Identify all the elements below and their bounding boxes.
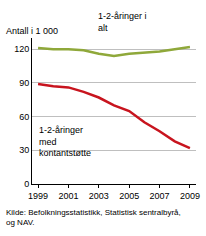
svg-text:2009: 2009 [180, 191, 200, 201]
svg-text:Kilde: Befolkningsstatistikk,: Kilde: Befolkningsstatistikk, Statistisk… [6, 208, 181, 227]
svg-text:60: 60 [19, 112, 29, 122]
svg-text:0: 0 [24, 179, 29, 189]
svg-text:2003: 2003 [89, 191, 109, 201]
svg-text:2001: 2001 [58, 191, 78, 201]
svg-text:1-2-åringermedkontantstøtte: 1-2-åringermedkontantstøtte [39, 125, 91, 158]
svg-text:2007: 2007 [150, 191, 170, 201]
svg-text:1-2-åringer ialt: 1-2-åringer ialt [98, 11, 147, 33]
svg-text:120: 120 [14, 44, 29, 54]
svg-text:90: 90 [19, 78, 29, 88]
svg-text:1999: 1999 [28, 191, 48, 201]
svg-text:2005: 2005 [119, 191, 139, 201]
svg-text:30: 30 [19, 145, 29, 155]
svg-text:Antall i 1 000: Antall i 1 000 [6, 26, 58, 36]
